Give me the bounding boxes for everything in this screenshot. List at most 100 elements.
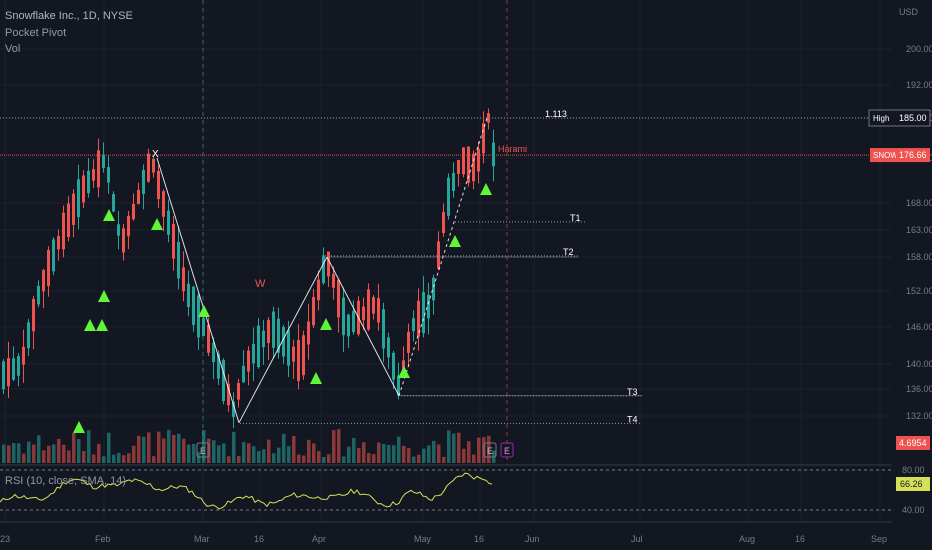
candle-body bbox=[287, 330, 290, 366]
volume-bar bbox=[477, 437, 481, 463]
price-badges: High 185.00 SNOW 176.66 4.6954 66.26 bbox=[868, 109, 931, 491]
candle-body bbox=[487, 113, 490, 123]
volume-bar bbox=[187, 444, 191, 463]
candle-body bbox=[297, 339, 300, 381]
volume-bar bbox=[322, 456, 326, 463]
candle-body bbox=[117, 224, 120, 236]
pattern-label-x: X bbox=[152, 149, 159, 160]
pocket-pivot-triangle bbox=[480, 183, 492, 195]
candle-body bbox=[242, 365, 245, 383]
volume-bar bbox=[252, 446, 256, 463]
candle-body bbox=[432, 277, 435, 301]
volume-bar bbox=[407, 448, 411, 463]
volume-bar bbox=[67, 450, 71, 463]
volume-bar bbox=[177, 433, 181, 463]
volume-bar bbox=[22, 453, 26, 463]
y-tick-label: 200.00 bbox=[906, 44, 932, 54]
candle-body bbox=[202, 317, 205, 336]
x-tick-label: 23 bbox=[0, 534, 10, 544]
candle-body bbox=[397, 375, 400, 396]
volume-bar bbox=[352, 437, 356, 463]
y-tick-label: 158.00 bbox=[906, 252, 932, 262]
pocket-pivot-triangle bbox=[98, 290, 110, 302]
earnings-marker bbox=[196, 442, 210, 458]
candle-body bbox=[27, 322, 30, 349]
volume-value-box bbox=[896, 436, 930, 450]
volume-bar bbox=[37, 435, 41, 463]
candle-body bbox=[367, 289, 370, 330]
candle-body bbox=[227, 383, 230, 406]
volume-bar bbox=[427, 445, 431, 463]
snow-badge-value: 176.66 bbox=[899, 150, 927, 160]
volume-bar bbox=[217, 445, 221, 463]
volume-bar bbox=[192, 443, 196, 463]
candle-body bbox=[12, 358, 15, 380]
candle-body bbox=[412, 318, 415, 332]
x-tick-label: Sep bbox=[871, 534, 887, 544]
volume-bar bbox=[227, 456, 231, 463]
volume-bar bbox=[182, 438, 186, 463]
rsi-tick-label: 80.00 bbox=[902, 465, 925, 475]
candle-body bbox=[347, 314, 350, 337]
candle-body bbox=[352, 310, 355, 333]
volume-bar bbox=[167, 429, 171, 463]
candle-body bbox=[257, 325, 260, 368]
rsi-tick-label: 40.00 bbox=[902, 505, 925, 515]
x-tick-label: May bbox=[414, 534, 432, 544]
earnings-label: E bbox=[487, 446, 493, 456]
volume-bar bbox=[272, 453, 276, 463]
volume-bar bbox=[107, 432, 111, 463]
volume-bar bbox=[202, 430, 206, 463]
y-tick-label: 163.00 bbox=[906, 225, 932, 235]
y-tick-label: 136.00 bbox=[906, 384, 932, 394]
high-badge-value-box bbox=[896, 111, 930, 125]
pocket-pivot-triangle bbox=[449, 235, 461, 247]
candle-body bbox=[87, 170, 90, 194]
x-tick-label: 16 bbox=[795, 534, 805, 544]
rsi-line bbox=[0, 472, 493, 510]
volume-value: 4.6954 bbox=[899, 438, 927, 448]
pocket-pivot-triangle bbox=[103, 209, 115, 221]
candle-body bbox=[447, 177, 450, 216]
volume-bar bbox=[432, 440, 436, 463]
candle-body bbox=[207, 324, 210, 353]
volume-bar bbox=[292, 435, 296, 463]
volume-bar bbox=[437, 444, 441, 463]
volume-bar bbox=[147, 432, 151, 463]
volume-bar bbox=[307, 439, 311, 463]
volume-bar bbox=[392, 445, 396, 463]
candle-body bbox=[32, 298, 35, 332]
volume-bar bbox=[287, 446, 291, 463]
volume-bar bbox=[327, 454, 331, 463]
candle-body bbox=[252, 343, 255, 364]
candle-body bbox=[467, 146, 470, 183]
candle-body bbox=[127, 215, 130, 237]
volume-bar bbox=[172, 434, 176, 463]
volume-bar bbox=[417, 454, 421, 463]
volume-bar bbox=[357, 447, 361, 463]
x-tick-label: Jun bbox=[525, 534, 540, 544]
pocket-pivot-triangle bbox=[84, 319, 96, 331]
volume-bar bbox=[332, 430, 336, 463]
candle-body bbox=[387, 337, 390, 358]
volume-bar bbox=[402, 445, 406, 463]
pocket-pivot-triangle bbox=[198, 305, 210, 317]
volume-bar bbox=[267, 439, 271, 463]
volume-bar bbox=[52, 444, 56, 463]
currency-label: USD bbox=[898, 7, 918, 17]
candle-body bbox=[407, 331, 410, 353]
candle-body bbox=[377, 298, 380, 323]
volume-bar bbox=[82, 450, 86, 463]
volume-bar bbox=[262, 449, 266, 463]
volume-bar bbox=[142, 436, 146, 463]
candle-body bbox=[77, 179, 80, 218]
volume-bar bbox=[257, 451, 261, 463]
volume-label: Vol bbox=[5, 43, 21, 55]
volume-bar bbox=[382, 443, 386, 463]
candle-body bbox=[157, 170, 160, 200]
candle-body bbox=[2, 361, 5, 390]
volume-bar bbox=[462, 448, 466, 463]
harmonic-pattern: X W Harami bbox=[152, 117, 642, 423]
volume-bar bbox=[102, 456, 106, 463]
